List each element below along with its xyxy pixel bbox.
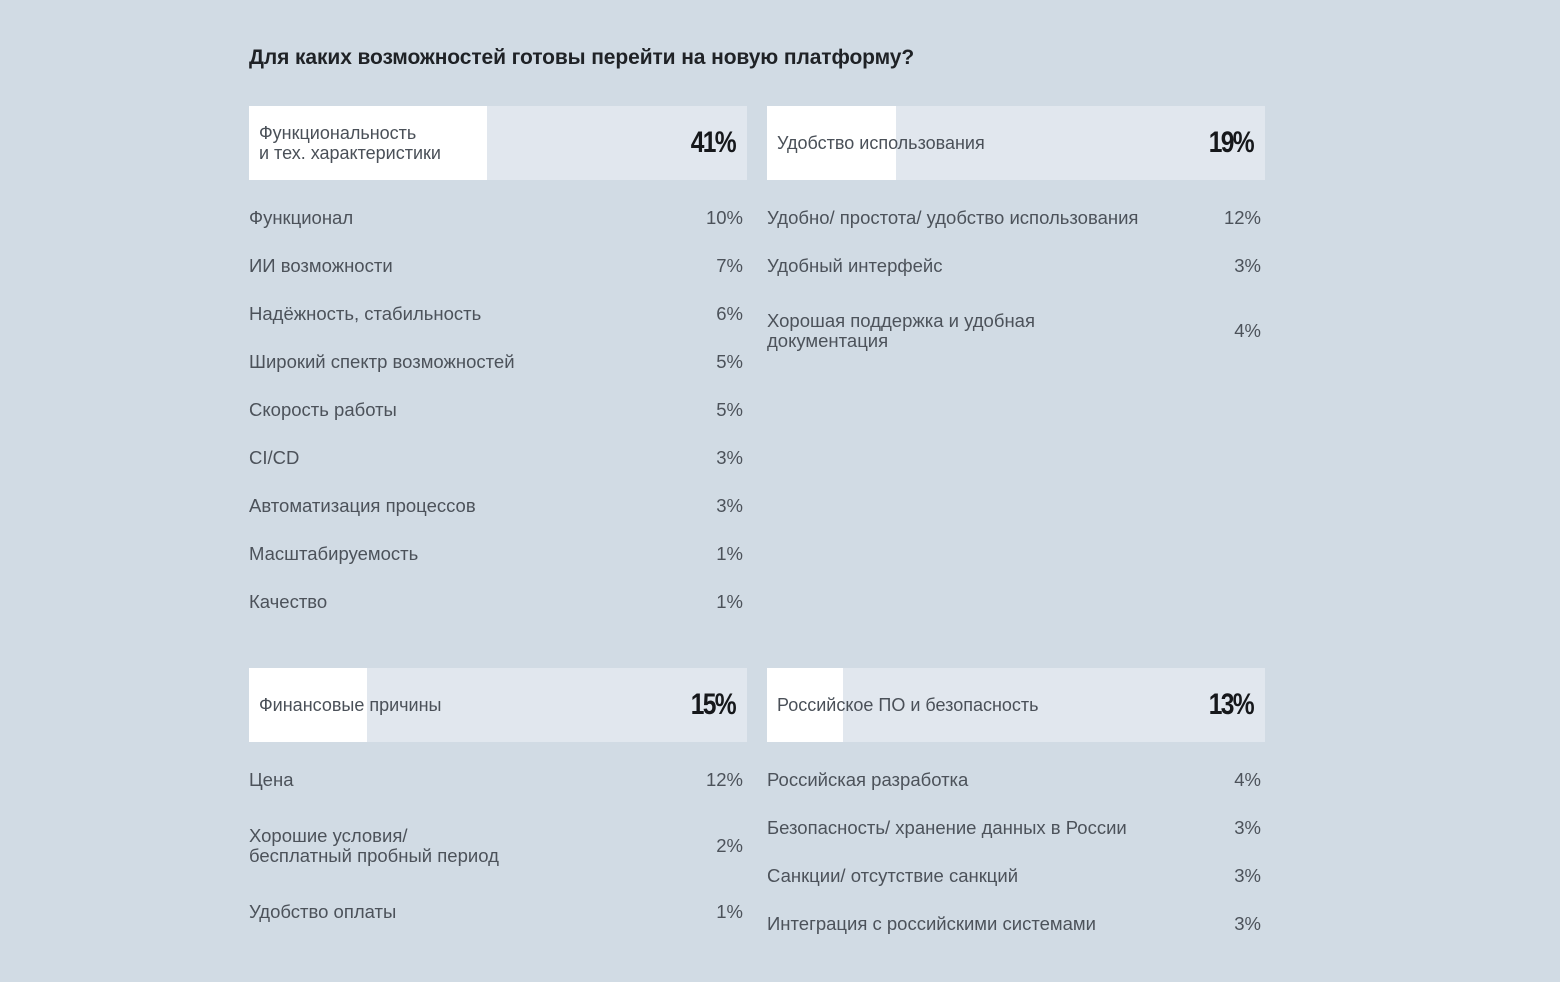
section-value: 15% [690, 688, 737, 721]
list-item: Удобный интерфейс 3% [767, 255, 1261, 276]
section-header-bar: Функциональность и тех. характеристики 4… [249, 106, 747, 180]
section-header-bar: Удобство использования 19% [767, 106, 1265, 180]
section-header-bar: Финансовые причины 15% [249, 668, 747, 742]
list-item: Санкции/ отсутствие санкций 3% [767, 865, 1261, 886]
list-item: Хорошие условия/ бесплатный пробный пери… [249, 825, 743, 866]
section-value: 13% [1208, 688, 1255, 721]
section-value: 19% [1208, 126, 1255, 159]
list-item: Удобно/ простота/ удобство использования… [767, 207, 1261, 228]
bar-fill [767, 106, 896, 180]
list-item: Цена 12% [249, 769, 743, 790]
section-value: 41% [690, 126, 737, 159]
section-functionality: Функциональность и тех. характеристики 4… [249, 106, 747, 626]
list-item: Безопасность/ хранение данных в России 3% [767, 817, 1261, 838]
list-item: ИИ возможности 7% [249, 255, 743, 276]
chart-title: Для каких возможностей готовы перейти на… [249, 46, 915, 69]
list-item: Надёжность, стабильность 6% [249, 303, 743, 324]
section-russian-software: Российское ПО и безопасность 13% Российс… [767, 668, 1265, 948]
list-item: Интеграция с российскими системами 3% [767, 913, 1261, 934]
section-financial: Финансовые причины 15% Цена 12% Хорошие у… [249, 668, 747, 936]
list-item: Автоматизация процессов 3% [249, 495, 743, 516]
section-label: Российское ПО и безопасность [777, 695, 1039, 715]
section-label: Удобство использования [777, 133, 985, 153]
bar-fill [767, 668, 843, 742]
list-item: Российская разработка 4% [767, 769, 1261, 790]
bar-fill [249, 668, 367, 742]
section-header-bar: Российское ПО и безопасность 13% [767, 668, 1265, 742]
section-label: Функциональность и тех. характеристики [259, 123, 441, 163]
section-label: Финансовые причины [259, 695, 442, 715]
list-item: Хорошая поддержка и удобная документация… [767, 310, 1261, 351]
list-item: Качество 1% [249, 591, 743, 612]
list-item: Скорость работы 5% [249, 399, 743, 420]
section-usability: Удобство использования 19% Удобно/ прост… [767, 106, 1265, 372]
list-item: CI/CD 3% [249, 447, 743, 468]
list-item: Масштабируемость 1% [249, 543, 743, 564]
list-item: Удобство оплаты 1% [249, 901, 743, 922]
list-item: Широкий спектр возможностей 5% [249, 351, 743, 372]
bar-fill [249, 106, 487, 180]
list-item: Функционал 10% [249, 207, 743, 228]
